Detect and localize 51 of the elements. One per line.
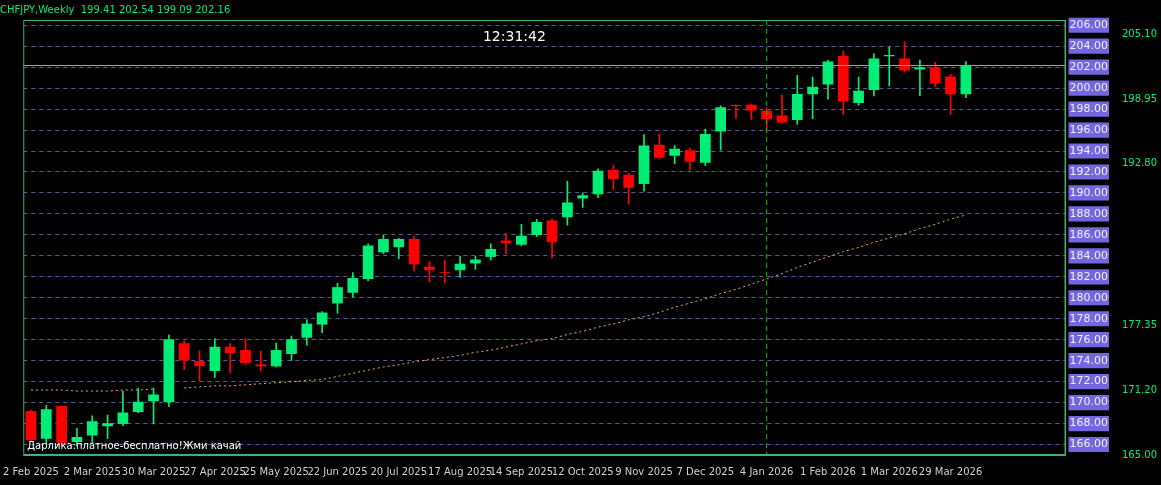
candlestick — [255, 351, 267, 372]
x-tick-label: 9 Nov 2025 — [615, 465, 673, 477]
x-tick-label: 20 Jul 2025 — [370, 465, 428, 477]
candlestick — [224, 343, 236, 374]
x-tick-label: 17 Aug 2025 — [428, 465, 493, 477]
x-tick-label: 12 Oct 2025 — [551, 465, 614, 477]
candlestick — [914, 59, 926, 96]
y-tick-label: 174.00 — [1069, 353, 1109, 367]
candlestick — [439, 259, 451, 284]
y2-tick-label: 205.10 — [1122, 28, 1158, 40]
y-tick-label: 190.00 — [1069, 185, 1109, 199]
x-tick-label: 25 May 2025 — [243, 465, 309, 477]
y2-tick-label: 177.35 — [1122, 319, 1158, 331]
x-tick-label: 7 Dec 2025 — [676, 465, 735, 477]
x-tick-label: 1 Feb 2026 — [800, 465, 856, 477]
y2-tick-label: 198.95 — [1122, 92, 1158, 104]
y-tick-label: 166.00 — [1069, 437, 1109, 451]
x-tick-label: 22 Jun 2025 — [307, 465, 368, 477]
y-tick-label: 184.00 — [1069, 248, 1109, 262]
y-tick-label: 202.00 — [1069, 60, 1109, 74]
chart-title: CHFJPY,Weekly 199.41 202.54 199.09 202.16 — [0, 3, 231, 15]
x-tick-label: 2 Mar 2025 — [63, 465, 121, 477]
y-tick-label: 188.00 — [1069, 206, 1109, 220]
y2-tick-label: 192.80 — [1122, 157, 1158, 169]
y-tick-label: 178.00 — [1069, 311, 1109, 325]
y-tick-label: 196.00 — [1069, 122, 1109, 136]
x-tick-label: 27 Apr 2025 — [183, 465, 246, 477]
candlestick — [577, 192, 589, 208]
y-tick-label: 170.00 — [1069, 395, 1109, 409]
y-tick-label: 204.00 — [1069, 39, 1109, 53]
annotation: Дарлика:платное-бесплатно!Жми качай — [27, 439, 242, 451]
y-tick-label: 192.00 — [1069, 164, 1109, 178]
y-tick-label: 180.00 — [1069, 290, 1109, 304]
x-tick-label: 30 Mar 2025 — [121, 465, 186, 477]
y-tick-label: 182.00 — [1069, 269, 1109, 283]
y-tick-label: 176.00 — [1069, 332, 1109, 346]
y-tick-label: 186.00 — [1069, 227, 1109, 241]
y-tick-label: 168.00 — [1069, 416, 1109, 430]
x-tick-label: 2 Feb 2025 — [3, 465, 59, 477]
y-tick-label: 198.00 — [1069, 101, 1109, 115]
candlestick — [730, 104, 742, 119]
y-tick-label: 200.00 — [1069, 80, 1109, 94]
x-tick-label: 1 Mar 2026 — [860, 465, 918, 477]
x-tick-label: 4 Jan 2026 — [739, 465, 794, 477]
y-tick-label: 194.00 — [1069, 143, 1109, 157]
y2-tick-label: 171.20 — [1122, 383, 1158, 395]
y-tick-label: 172.00 — [1069, 374, 1109, 388]
annotation: 12:31:42 — [482, 27, 546, 44]
x-tick-label: 29 Mar 2026 — [918, 465, 983, 477]
y2-tick-label: 165.00 — [1122, 448, 1158, 460]
y-tick-label: 206.00 — [1069, 18, 1109, 32]
